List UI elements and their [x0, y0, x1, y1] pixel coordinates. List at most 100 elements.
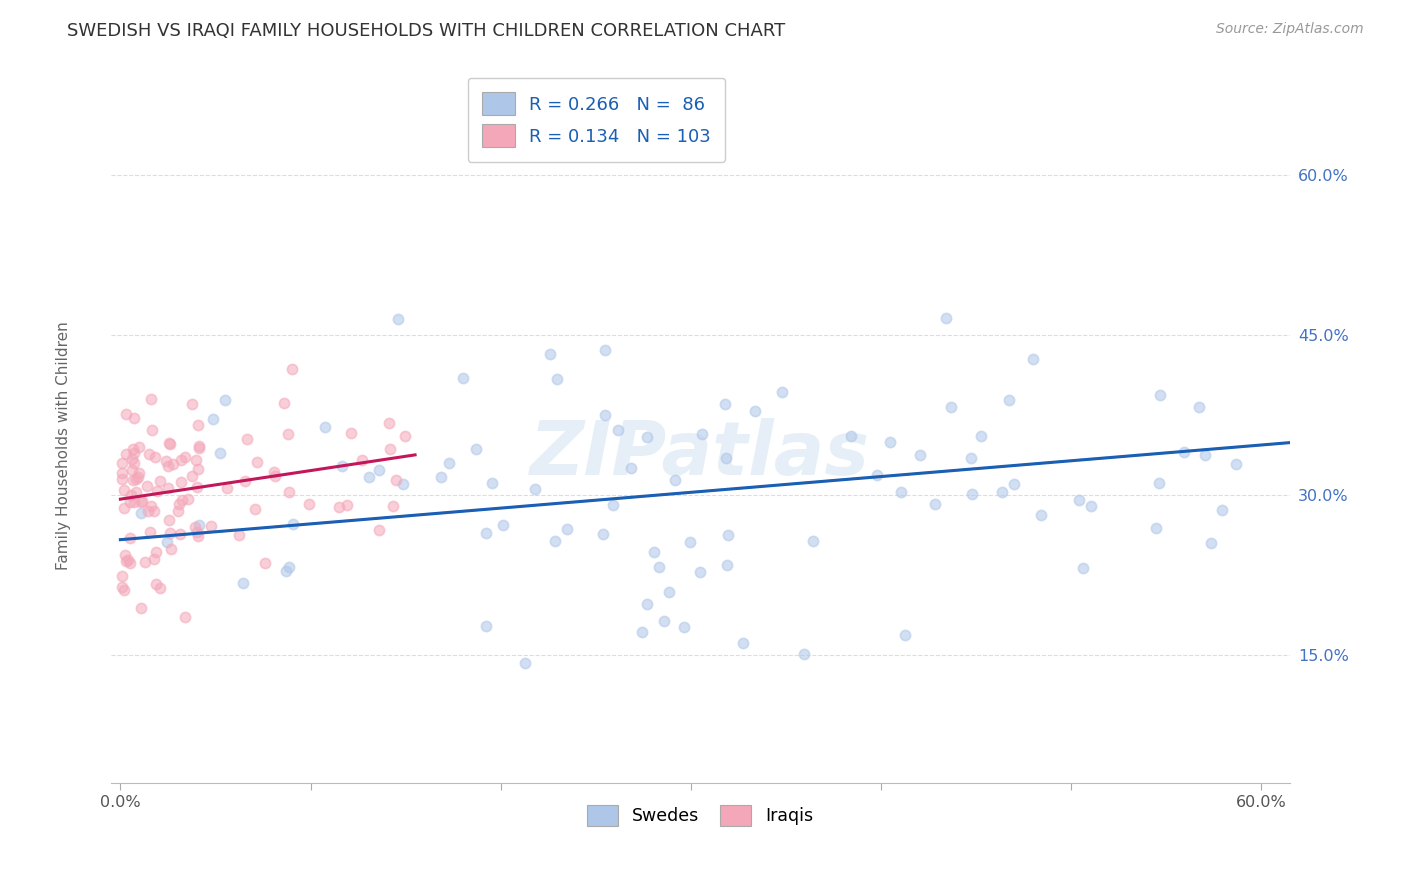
Point: [186, 480, 208, 494]
Point: [243, 501, 266, 516]
Point: [209, 446, 232, 460]
Text: Family Households with Children: Family Households with Children: [56, 322, 70, 570]
Point: [145, 577, 167, 591]
Point: [215, 481, 238, 495]
Point: [714, 397, 737, 411]
Point: [1029, 508, 1052, 522]
Point: [716, 528, 738, 542]
Point: [157, 481, 180, 495]
Point: [636, 430, 658, 444]
Point: [173, 450, 195, 464]
Point: [160, 542, 183, 557]
Point: [127, 470, 149, 484]
Point: [894, 628, 917, 642]
Point: [475, 619, 498, 633]
Point: [385, 474, 408, 488]
Point: [1071, 561, 1094, 575]
Point: [620, 461, 643, 475]
Point: [959, 450, 981, 465]
Point: [679, 535, 702, 549]
Point: [141, 499, 163, 513]
Point: [111, 456, 134, 470]
Point: [664, 473, 686, 487]
Point: [120, 556, 142, 570]
Point: [136, 479, 159, 493]
Point: [990, 484, 1012, 499]
Point: [714, 450, 737, 465]
Point: [155, 453, 177, 467]
Point: [429, 470, 451, 484]
Point: [648, 560, 671, 574]
Point: [1144, 521, 1167, 535]
Point: [120, 488, 142, 502]
Point: [387, 312, 409, 326]
Point: [546, 372, 568, 386]
Point: [513, 656, 536, 670]
Point: [112, 582, 135, 597]
Point: [125, 485, 148, 500]
Point: [631, 625, 654, 640]
Point: [673, 620, 696, 634]
Point: [367, 463, 389, 477]
Point: [111, 472, 134, 486]
Point: [159, 436, 181, 450]
Point: [125, 472, 148, 486]
Point: [170, 475, 193, 490]
Point: [970, 428, 993, 442]
Point: [122, 446, 145, 460]
Point: [658, 585, 681, 599]
Point: [437, 456, 460, 470]
Point: [149, 581, 172, 595]
Point: [281, 517, 304, 532]
Point: [280, 362, 302, 376]
Point: [1188, 400, 1211, 414]
Point: [1149, 388, 1171, 402]
Point: [924, 497, 946, 511]
Point: [481, 475, 503, 490]
Point: [157, 436, 180, 450]
Point: [122, 410, 145, 425]
Point: [380, 442, 402, 456]
Point: [187, 418, 209, 433]
Point: [336, 498, 359, 512]
Point: [117, 553, 139, 567]
Point: [1147, 476, 1170, 491]
Point: [273, 395, 295, 409]
Point: [129, 506, 152, 520]
Point: [134, 555, 156, 569]
Point: [839, 429, 862, 443]
Point: [121, 452, 143, 467]
Point: [136, 504, 159, 518]
Point: [1002, 477, 1025, 491]
Point: [156, 535, 179, 549]
Point: [716, 558, 738, 572]
Point: [111, 466, 134, 480]
Point: [172, 493, 194, 508]
Point: [177, 491, 200, 506]
Point: [277, 427, 299, 442]
Point: [538, 347, 561, 361]
Point: [214, 392, 236, 407]
Point: [129, 495, 152, 509]
Point: [115, 554, 138, 568]
Point: [173, 610, 195, 624]
Point: [330, 458, 353, 473]
Point: [328, 500, 350, 515]
Point: [202, 411, 225, 425]
Point: [606, 423, 628, 437]
Point: [112, 500, 135, 515]
Point: [593, 343, 616, 357]
Point: [118, 531, 141, 545]
Point: [122, 442, 145, 456]
Point: [232, 576, 254, 591]
Point: [744, 404, 766, 418]
Point: [636, 597, 658, 611]
Point: [228, 528, 250, 542]
Point: [278, 484, 301, 499]
Point: [350, 453, 373, 467]
Point: [188, 441, 211, 455]
Point: [124, 495, 146, 509]
Point: [643, 545, 665, 559]
Point: [187, 462, 209, 476]
Point: [276, 564, 298, 578]
